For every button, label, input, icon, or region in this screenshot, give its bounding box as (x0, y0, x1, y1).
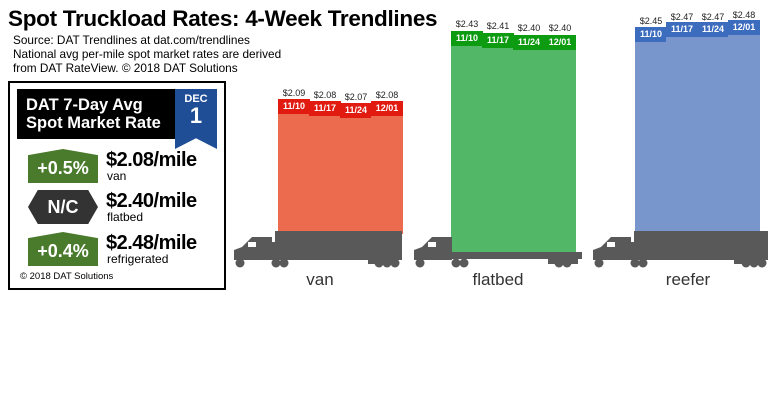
category-label: reefer (665, 270, 711, 289)
bar-reefer: 11/10 (635, 27, 667, 234)
heading-line: Spot Market Rate (26, 114, 161, 132)
category-label: van (306, 270, 334, 289)
rate-type: refrigerated (107, 252, 169, 266)
bar-date-label: 11/24 (697, 22, 729, 37)
bar-van: 11/10 (278, 99, 310, 234)
bar-reefer: 11/24 (697, 22, 729, 234)
bar-value: $2.08 (375, 90, 399, 100)
rate-type: flatbed (107, 210, 144, 224)
summary-box: DAT 7-Day Avg Spot Market Rate DEC 1 +0.… (8, 81, 226, 290)
reefer-truck-icon (593, 231, 768, 268)
heading-line: DAT 7-Day Avg (26, 96, 143, 114)
bar-value: $2.47 (701, 12, 725, 22)
bar-date-label: 11/10 (635, 27, 667, 42)
bar-value: $2.09 (282, 88, 306, 98)
bar-date-label: 11/24 (340, 103, 372, 118)
bar-reefer: 12/01 (728, 20, 760, 234)
rate-price: $2.48/mile (106, 232, 197, 254)
bar-date-label: 11/10 (278, 99, 310, 114)
bar-van: 11/17 (309, 101, 341, 234)
bar-value: $2.43 (455, 19, 479, 29)
bar-value: $2.40 (517, 23, 541, 33)
bar-date-label: 12/01 (371, 101, 403, 116)
rate-type: van (107, 169, 127, 183)
bar-date-label: 12/01 (544, 35, 576, 50)
bar-van: 12/01 (371, 101, 403, 234)
bar-flatbed: 11/10 (451, 31, 483, 253)
bar-flatbed: 12/01 (544, 35, 576, 253)
bar-flatbed: 11/17 (482, 33, 514, 253)
bar-date-label: 11/24 (513, 35, 545, 50)
source-line: National avg per-mile spot market rates … (13, 47, 282, 61)
bar-value: $2.41 (486, 21, 510, 31)
rate-price: $2.40/mile (106, 190, 197, 212)
chart-title: Spot Truckload Rates: 4-Week Trendlines (8, 6, 438, 31)
date-month: DEC (184, 93, 208, 105)
source-line: from DAT RateView. © 2018 DAT Solutions (13, 61, 238, 75)
bar-date-label: 11/17 (482, 33, 514, 48)
flatbed-truck-icon (414, 237, 582, 268)
rate-row-reefer: +0.4% $2.48/mile refrigerated (28, 228, 228, 268)
source-note: Source: DAT Trendlines at dat.com/trendl… (13, 33, 281, 75)
bar-reefer: 11/17 (666, 22, 698, 234)
bar-date-label: 11/17 (309, 101, 341, 116)
bar-flatbed: 11/24 (513, 35, 545, 253)
bar-date-label: 11/17 (666, 22, 698, 37)
copyright: © 2018 DAT Solutions (20, 271, 114, 282)
change-badge: +0.4% (28, 232, 98, 266)
bar-value: $2.45 (639, 16, 663, 26)
bar-value: $2.47 (670, 12, 694, 22)
van-truck-icon (234, 231, 402, 268)
bar-date-label: 11/10 (451, 31, 483, 46)
bar-value: $2.08 (313, 90, 337, 100)
change-badge: N/C (28, 190, 98, 224)
bar-date-label: 12/01 (728, 20, 760, 35)
date-ribbon: DEC 1 (175, 89, 217, 149)
bar-van: 11/24 (340, 103, 372, 234)
bar-value: $2.48 (732, 10, 756, 20)
change-badge: +0.5% (28, 149, 98, 183)
date-day: 1 (189, 103, 203, 128)
bar-value: $2.40 (548, 23, 572, 33)
bar-value: $2.07 (344, 92, 368, 102)
source-line: Source: DAT Trendlines at dat.com/trendl… (13, 33, 250, 47)
rate-row-van: +0.5% $2.08/mile van (28, 145, 228, 185)
category-label: flatbed (472, 270, 524, 289)
rate-row-flatbed: N/C $2.40/mile flatbed (28, 186, 228, 226)
summary-heading: DAT 7-Day Avg Spot Market Rate (17, 89, 175, 139)
rate-price: $2.08/mile (106, 149, 197, 171)
